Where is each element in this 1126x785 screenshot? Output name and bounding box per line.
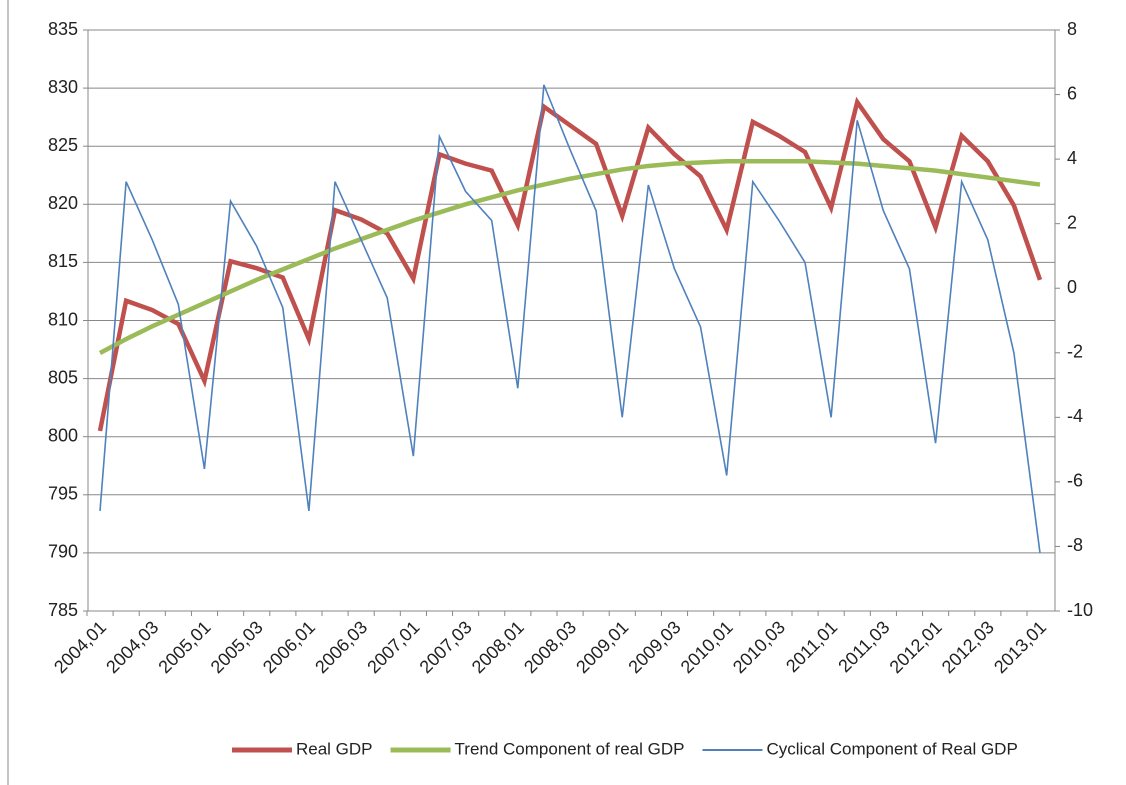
y-tick-label: 825 [48, 135, 78, 155]
y2-tick-label: 4 [1067, 148, 1077, 168]
legend-label: Real GDP [296, 739, 373, 758]
y2-tick-label: -6 [1067, 471, 1083, 491]
x-tick-label: 2007,03 [416, 617, 476, 677]
series-line [99, 84, 1041, 554]
y2-tick-label: -8 [1067, 535, 1083, 555]
x-tick-label: 2011,03 [834, 617, 893, 676]
x-tick-label: 2008,01 [468, 617, 528, 677]
x-tick-label: 2006,03 [311, 617, 371, 677]
y2-tick-label: -10 [1067, 600, 1093, 620]
y-tick-label: 795 [48, 484, 78, 504]
y2-tick-label: 6 [1067, 83, 1077, 103]
y2-tick-label: 2 [1067, 212, 1077, 232]
x-tick-label: 2004,01 [50, 617, 110, 677]
x-tick-label: 2005,01 [154, 617, 214, 677]
legend-label: Cyclical Component of Real GDP [766, 739, 1017, 758]
y2-tick-label: 0 [1067, 277, 1077, 297]
x-tick-label: 2012,03 [938, 617, 998, 677]
y-tick-label: 800 [48, 425, 78, 445]
x-tick-label: 2011,01 [782, 617, 841, 676]
y2-tick-label: 8 [1067, 19, 1077, 39]
x-tick-label: 2008,03 [520, 617, 580, 677]
series-line [98, 159, 1041, 356]
y-tick-label: 790 [48, 542, 78, 562]
x-tick-label: 2006,01 [259, 617, 319, 677]
x-tick-label: 2009,03 [624, 617, 684, 677]
y-tick-label: 820 [48, 193, 78, 213]
legend: Real GDP Trend Component of real GDP Cycli… [232, 739, 1018, 758]
x-tick-label: 2012,01 [886, 617, 946, 677]
x-tick-label: 2005,03 [207, 617, 267, 677]
x-tick-label: 2009,01 [572, 617, 632, 677]
y-tick-label: 835 [48, 19, 78, 39]
x-tick-label: 2004,03 [102, 617, 162, 677]
y-tick-label: 805 [48, 367, 78, 387]
legend-label: Trend Component of real GDP [455, 739, 685, 758]
y-tick-label: 810 [48, 309, 78, 329]
x-tick-label: 2007,01 [363, 617, 423, 677]
series-line [97, 96, 1043, 432]
y-tick-label: 830 [48, 77, 78, 97]
x-tick-label: 2010,01 [677, 617, 737, 677]
y-tick-label: 785 [48, 600, 78, 620]
x-tick-label: 2010,03 [729, 617, 789, 677]
y-tick-label: 815 [48, 251, 78, 271]
y2-tick-label: -4 [1067, 406, 1083, 426]
x-tick-label: 2013,01 [990, 617, 1050, 677]
y2-tick-label: -2 [1067, 342, 1083, 362]
